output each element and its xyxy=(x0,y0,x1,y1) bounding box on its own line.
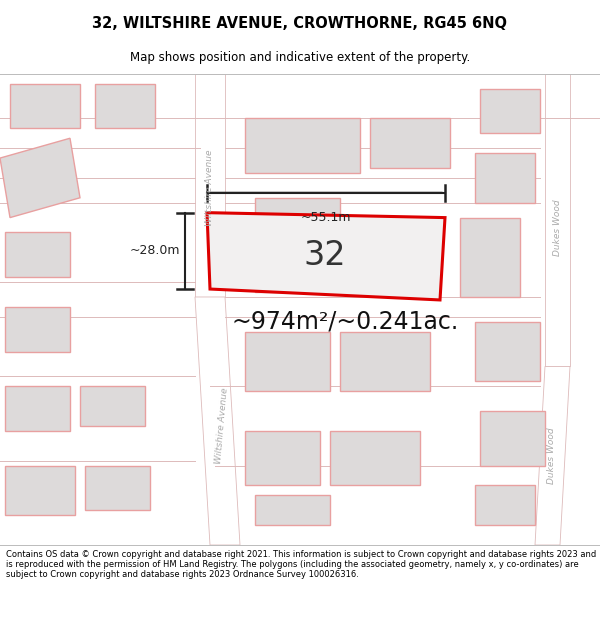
Polygon shape xyxy=(255,198,340,292)
Polygon shape xyxy=(5,386,70,431)
Polygon shape xyxy=(85,466,150,510)
Polygon shape xyxy=(245,118,360,173)
Text: Wiltshire Avenue: Wiltshire Avenue xyxy=(205,149,215,226)
Text: Dukes Wood: Dukes Wood xyxy=(548,428,557,484)
Polygon shape xyxy=(475,153,535,202)
Polygon shape xyxy=(475,486,535,525)
Polygon shape xyxy=(80,386,145,426)
Text: Dukes Wood: Dukes Wood xyxy=(553,199,562,256)
Polygon shape xyxy=(5,307,70,351)
Polygon shape xyxy=(5,232,70,277)
Polygon shape xyxy=(5,466,75,515)
Polygon shape xyxy=(195,297,240,545)
Polygon shape xyxy=(245,431,320,486)
Text: 32, WILTSHIRE AVENUE, CROWTHORNE, RG45 6NQ: 32, WILTSHIRE AVENUE, CROWTHORNE, RG45 6… xyxy=(92,16,508,31)
Polygon shape xyxy=(0,138,80,218)
Polygon shape xyxy=(475,322,540,381)
Polygon shape xyxy=(480,89,540,133)
Polygon shape xyxy=(245,332,330,391)
Text: Wiltshire Avenue: Wiltshire Avenue xyxy=(214,388,230,464)
Polygon shape xyxy=(95,84,155,128)
Polygon shape xyxy=(195,74,225,297)
Polygon shape xyxy=(340,332,430,391)
Text: ~974m²/~0.241ac.: ~974m²/~0.241ac. xyxy=(232,310,458,334)
Text: Contains OS data © Crown copyright and database right 2021. This information is : Contains OS data © Crown copyright and d… xyxy=(6,549,596,579)
Polygon shape xyxy=(255,496,330,525)
Polygon shape xyxy=(10,84,80,128)
Polygon shape xyxy=(480,411,545,466)
Polygon shape xyxy=(330,431,420,486)
Polygon shape xyxy=(207,213,445,300)
Text: 32: 32 xyxy=(304,239,346,272)
Polygon shape xyxy=(460,217,520,297)
Polygon shape xyxy=(535,366,570,545)
Polygon shape xyxy=(545,74,570,366)
Text: ~55.1m: ~55.1m xyxy=(301,211,351,224)
Polygon shape xyxy=(370,118,450,168)
Text: Map shows position and indicative extent of the property.: Map shows position and indicative extent… xyxy=(130,51,470,64)
Text: ~28.0m: ~28.0m xyxy=(130,244,180,258)
